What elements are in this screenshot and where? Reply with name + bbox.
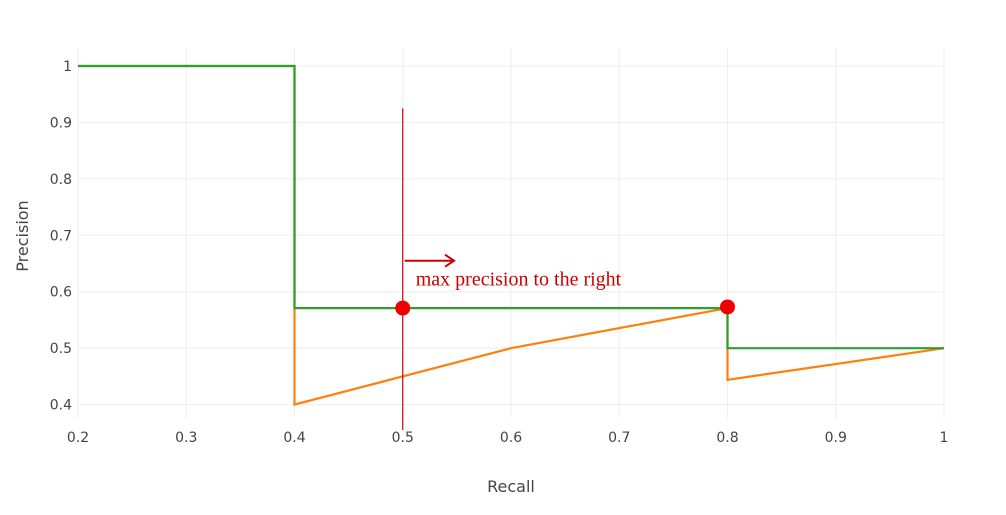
grid (77, 48, 945, 418)
y-tick-label: 0.8 (50, 172, 72, 188)
x-tick-label: 0.6 (500, 430, 522, 446)
y-tick-labels: 0.4 0.5 0.6 0.7 0.8 0.9 1 (50, 59, 72, 414)
y-tick-label: 0.9 (50, 115, 72, 131)
y-tick-label: 0.5 (50, 341, 72, 357)
x-tick-label: 1 (940, 430, 949, 446)
annotation-text: max precision to the right (416, 269, 622, 291)
x-tick-labels: 0.2 0.3 0.4 0.5 0.6 0.7 0.8 0.9 1 (67, 430, 949, 446)
arrow-head-icon (444, 253, 456, 268)
y-tick-label: 0.6 (50, 285, 72, 301)
x-tick-label: 0.8 (716, 430, 738, 446)
x-tick-label: 0.2 (67, 430, 89, 446)
x-tick-label: 0.5 (392, 430, 414, 446)
x-tick-label: 0.4 (283, 430, 305, 446)
x-tick-label: 0.9 (825, 430, 847, 446)
highlight-point (395, 300, 411, 316)
y-axis-title: Precision (13, 200, 32, 271)
x-axis-title: Recall (487, 477, 535, 496)
y-tick-label: 0.4 (50, 398, 72, 414)
x-tick-label: 0.7 (608, 430, 630, 446)
x-tick-label: 0.3 (175, 430, 197, 446)
y-tick-label: 1 (63, 59, 72, 75)
highlight-point (720, 299, 735, 315)
annotations: max precision to the right (395, 108, 735, 430)
y-tick-label: 0.7 (50, 228, 72, 244)
max-precision-green-line (78, 64, 944, 350)
